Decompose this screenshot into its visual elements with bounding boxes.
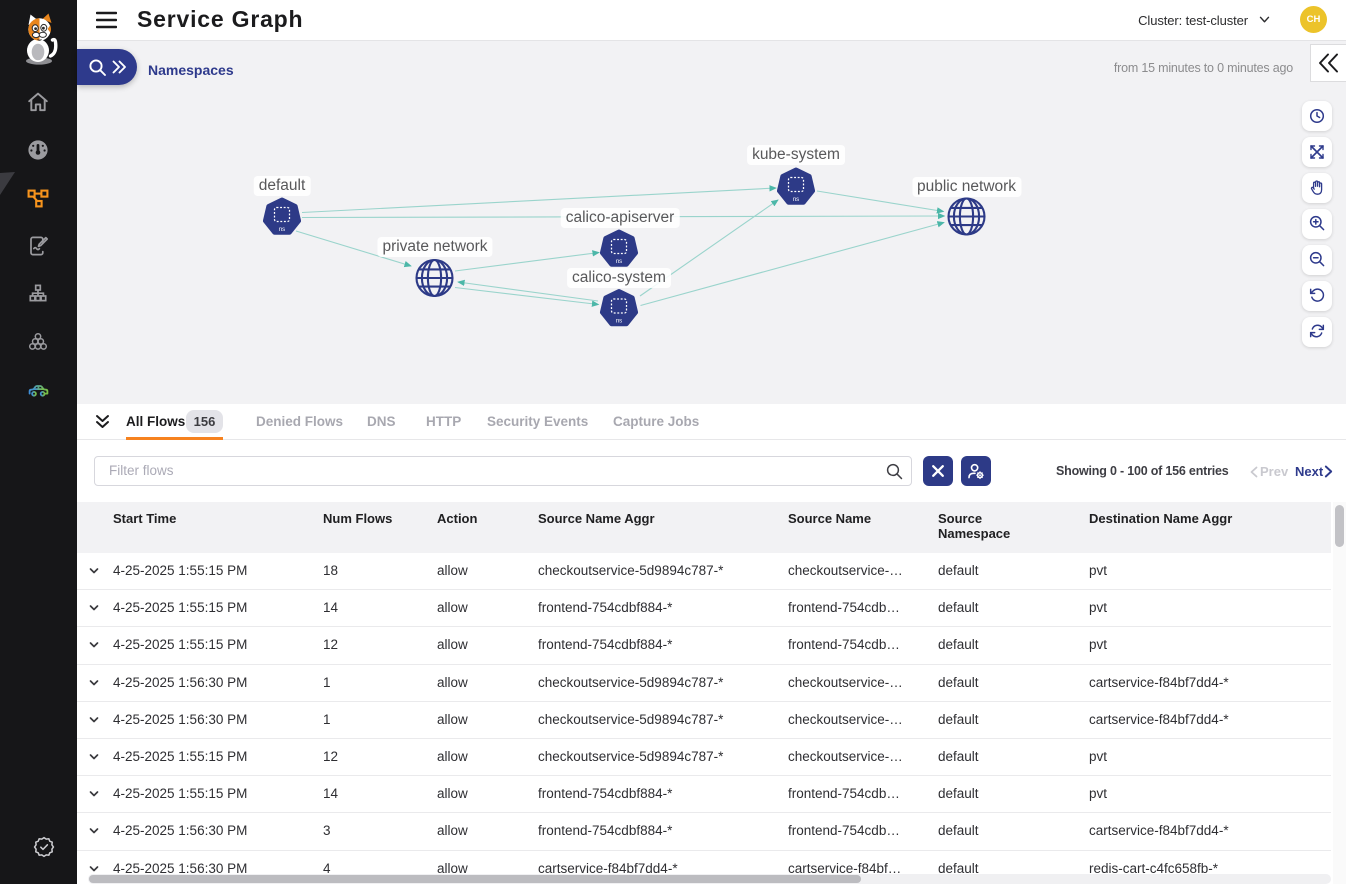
svg-text:ns: ns [616, 259, 622, 265]
svg-text:ns: ns [793, 197, 799, 203]
svg-text:ns: ns [616, 319, 622, 325]
svg-text:ns: ns [279, 227, 285, 233]
